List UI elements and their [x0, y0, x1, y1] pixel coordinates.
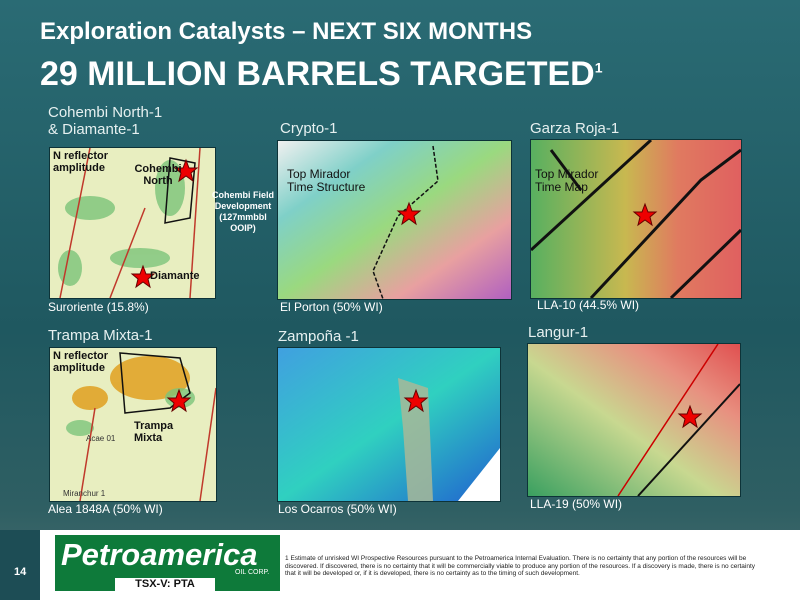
panel-title: Trampa Mixta-1	[48, 327, 153, 344]
subtitle: 29 MILLION BARRELS TARGETED1	[40, 55, 603, 94]
panel-title: Zampoña -1	[278, 328, 359, 345]
map	[277, 140, 512, 300]
map-label: N reflector amplitude	[53, 350, 109, 374]
ticker: TSX-V: PTA	[115, 578, 215, 591]
callout: Cohembi Field Development (127mmbbl OOIP…	[211, 190, 274, 233]
map	[277, 347, 501, 502]
footnote-ref: 1	[594, 59, 603, 76]
map-label: Top Mirador Time Map	[535, 167, 599, 194]
panel-caption: LLA-10 (44.5% WI)	[537, 298, 640, 312]
title-line: Cohembi North-1	[48, 104, 163, 121]
panel-title: Crypto-1	[280, 120, 338, 137]
map	[49, 147, 216, 299]
panel-caption: Los Ocarros (50% WI)	[278, 502, 397, 516]
subtitle-text: 29 MILLION BARRELS TARGETED	[40, 55, 595, 93]
panel-title: Cohembi North-1 & Diamante-1	[48, 104, 162, 138]
map-label: Top Mirador Time Structure	[287, 167, 366, 194]
map-label: N reflector amplitude	[53, 150, 109, 174]
panel-caption: LLA-19 (50% WI)	[530, 497, 623, 511]
title: Exploration Catalysts – NEXT SIX MONTHS	[40, 18, 533, 45]
page-number: 14	[14, 566, 27, 578]
map	[49, 347, 217, 502]
well-label: Miranchur 1	[63, 489, 106, 498]
panel-title: Langur-1	[528, 324, 589, 341]
panel-caption: El Porton (50% WI)	[280, 300, 383, 314]
logo-suffix: OIL CORP.	[235, 569, 270, 576]
panel-title: Garza Roja-1	[530, 120, 620, 137]
well-label: Acae 01	[86, 434, 116, 443]
map-label: Diamante	[150, 270, 200, 282]
map-label: Cohembi North	[134, 163, 182, 187]
panel-caption: Alea 1848A (50% WI)	[48, 502, 163, 516]
page-tab	[0, 530, 40, 600]
title-line: & Diamante-1	[48, 121, 140, 138]
map-label: Trampa Mixta	[134, 420, 174, 444]
footnote: 1 Estimate of unrisked WI Prospective Re…	[285, 555, 760, 578]
map	[527, 343, 741, 497]
footnote-marker: 1	[285, 555, 289, 562]
logo: Petroamerica OIL CORP. TSX-V: PTA	[55, 535, 280, 591]
logo-text: Petroamerica	[61, 537, 258, 572]
footnote-text: Estimate of unrisked WI Prospective Reso…	[285, 555, 756, 577]
map	[530, 139, 742, 299]
panel-caption: Suroriente (15.8%)	[48, 300, 149, 314]
